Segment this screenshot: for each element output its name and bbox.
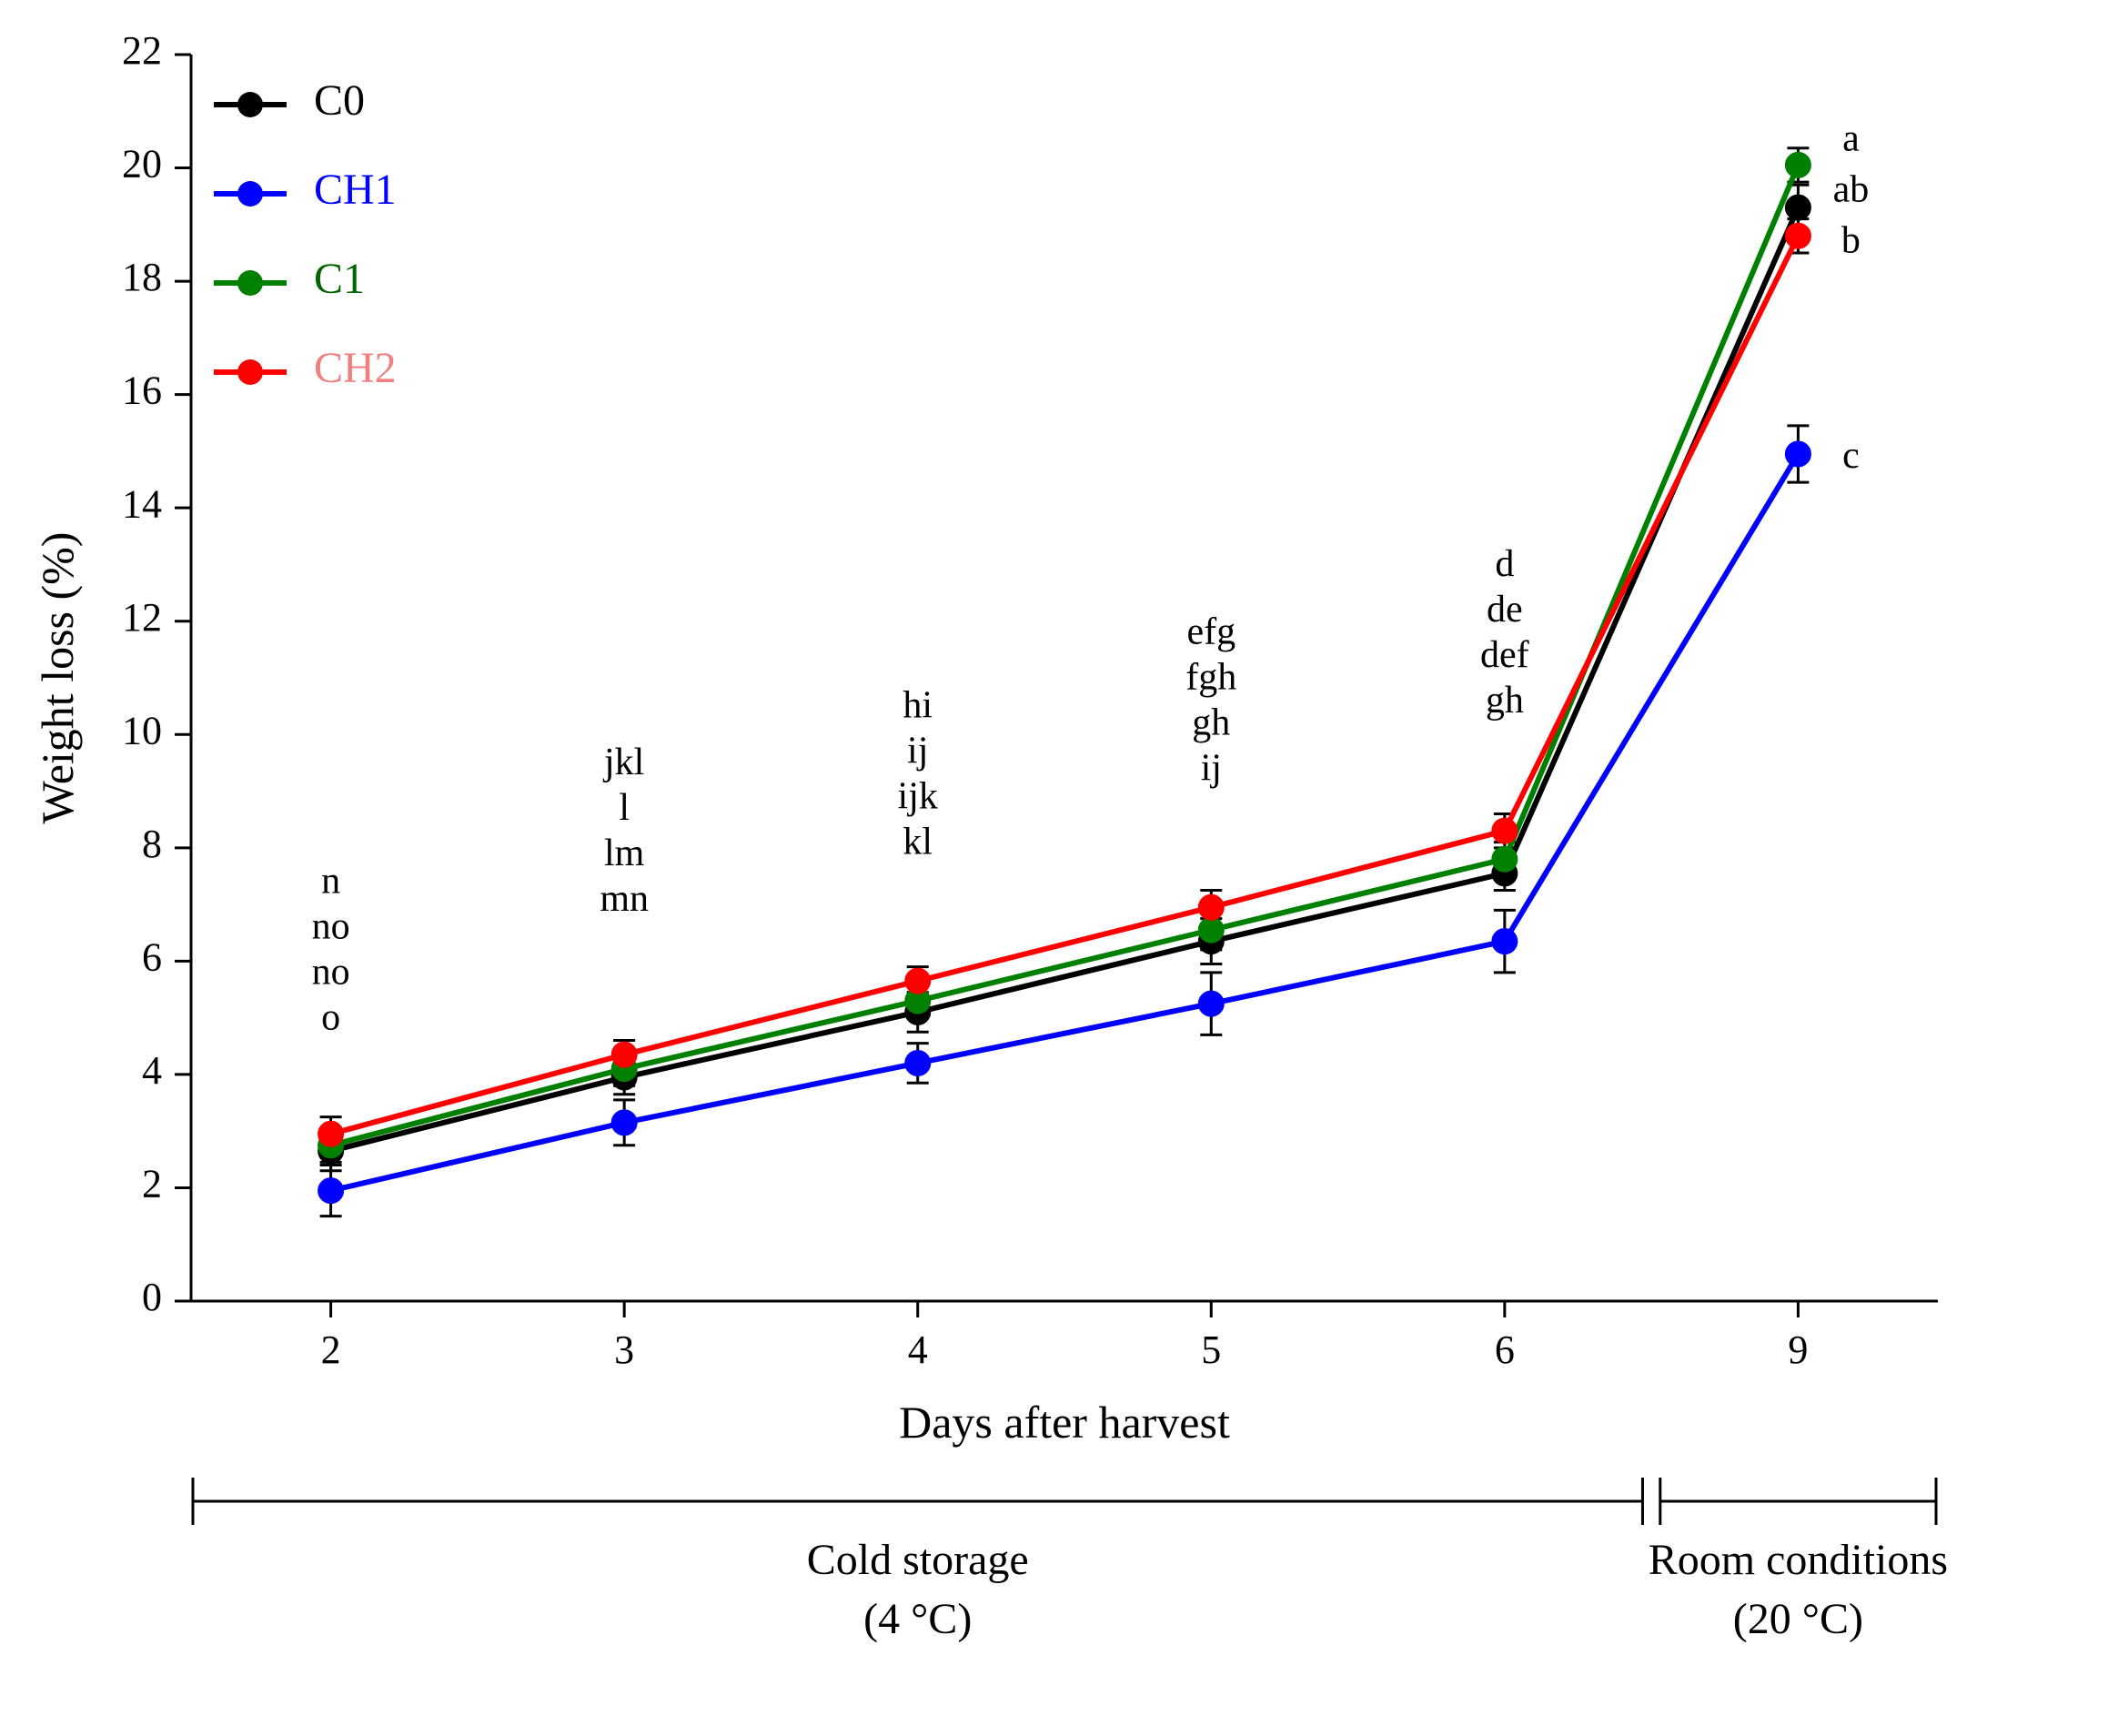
svg-text:o: o	[321, 997, 340, 1039]
svg-text:CH2: CH2	[314, 344, 397, 392]
svg-text:ij: ij	[907, 731, 928, 772]
svg-text:10: 10	[122, 708, 162, 752]
svg-text:def: def	[1480, 634, 1529, 676]
svg-text:Days after harvest: Days after harvest	[899, 1397, 1230, 1448]
svg-text:5: 5	[1201, 1327, 1221, 1372]
svg-text:4: 4	[908, 1327, 928, 1372]
svg-text:no: no	[312, 906, 350, 948]
svg-text:9: 9	[1788, 1327, 1808, 1372]
svg-text:Room conditions: Room conditions	[1649, 1536, 1948, 1584]
svg-text:jkl: jkl	[602, 742, 644, 783]
svg-text:hi: hi	[903, 685, 933, 727]
svg-text:CH1: CH1	[314, 166, 397, 214]
svg-text:de: de	[1487, 589, 1523, 631]
svg-text:3: 3	[614, 1327, 634, 1372]
svg-text:(4 °C): (4 °C)	[863, 1595, 972, 1643]
svg-text:6: 6	[142, 934, 162, 979]
svg-text:2: 2	[142, 1162, 162, 1206]
svg-text:Cold storage: Cold storage	[807, 1536, 1029, 1584]
svg-text:C0: C0	[314, 76, 365, 125]
svg-text:C1: C1	[314, 255, 365, 303]
svg-text:12: 12	[122, 595, 162, 640]
svg-text:(20 °C): (20 °C)	[1733, 1595, 1863, 1643]
svg-text:8: 8	[142, 822, 162, 866]
svg-text:no: no	[312, 952, 350, 994]
svg-text:18: 18	[122, 255, 162, 299]
svg-text:efg: efg	[1186, 611, 1236, 653]
svg-text:Weight loss (%): Weight loss (%)	[32, 532, 83, 824]
svg-text:6: 6	[1495, 1327, 1515, 1372]
svg-text:mn: mn	[600, 878, 649, 920]
svg-text:20: 20	[122, 142, 162, 187]
svg-text:0: 0	[142, 1275, 162, 1319]
svg-text:ab: ab	[1833, 168, 1870, 210]
chart-root: 0 2 4 6 8 10 12 14 16 18 20 22 Weight loss (%) 2 3 4 5 6 9…	[0, 0, 2118, 1736]
svg-text:14: 14	[122, 481, 162, 526]
svg-text:gh: gh	[1192, 702, 1230, 744]
svg-text:4: 4	[142, 1048, 162, 1093]
svg-text:16: 16	[122, 368, 162, 413]
chart-svg: 0 2 4 6 8 10 12 14 16 18 20 22 Weight loss (%) 2 3 4 5 6 9…	[0, 0, 2118, 1736]
svg-text:kl: kl	[903, 822, 933, 863]
svg-text:a: a	[1842, 117, 1860, 159]
svg-text:22: 22	[122, 28, 162, 73]
svg-text:b: b	[1841, 220, 1861, 262]
svg-text:ijk: ijk	[898, 776, 938, 818]
svg-text:c: c	[1842, 435, 1860, 477]
svg-text:fgh: fgh	[1185, 657, 1236, 699]
svg-text:lm: lm	[604, 833, 645, 874]
svg-text:ij: ij	[1201, 748, 1222, 790]
svg-text:d: d	[1495, 543, 1514, 585]
svg-text:2: 2	[321, 1327, 341, 1372]
svg-text:n: n	[321, 861, 340, 903]
svg-text:gh: gh	[1486, 680, 1524, 722]
svg-text:l: l	[619, 787, 630, 829]
